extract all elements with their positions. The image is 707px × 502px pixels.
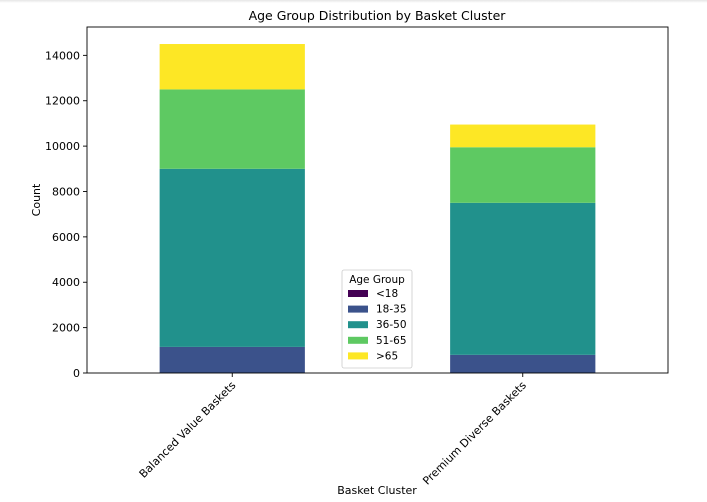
y-tick-label: 14000 [45,49,80,62]
bar-segment [159,346,305,373]
legend-label: 51-65 [376,335,407,347]
x-axis-label: Basket Cluster [337,484,417,497]
y-tick-label: 2000 [52,322,80,335]
x-axis: Balanced Value Baskets Premium Diverse Ba… [137,373,529,488]
y-tick-label: 6000 [52,231,80,244]
legend-title: Age Group [349,274,405,286]
bars-group [159,44,596,373]
y-tick-label: 12000 [45,95,80,108]
x-tick-label: Balanced Value Baskets [137,379,239,481]
y-tick-label: 8000 [52,185,80,198]
bar-segment [450,202,596,355]
plot-frame [86,26,669,374]
bar-segment [450,147,596,203]
bar-segment [159,168,305,347]
y-tick-label: 0 [73,367,80,380]
legend-swatch [348,352,368,360]
bar-segment [450,354,596,373]
legend-label: 18-35 [376,304,407,316]
window-top-edge [0,0,707,3]
legend-label: >65 [376,350,398,362]
legend-swatch [348,336,368,344]
y-axis-label: Count [30,183,43,216]
bar-segment [159,44,305,90]
bar-segment [450,124,596,148]
chart-title: Age Group Distribution by Basket Cluster [249,8,507,23]
legend: Age Group <18 18-35 36-50 51-65 >65 [341,269,413,369]
y-tick-label: 4000 [52,276,80,289]
legend-swatch [348,321,368,329]
x-tick-label: Premium Diverse Baskets [420,379,529,488]
legend-swatch [348,290,368,297]
y-tick-label: 10000 [45,140,80,153]
y-axis: 0 2000 4000 6000 8000 10000 12000 14000 [45,49,87,380]
bar-segment [159,89,305,169]
legend-label: 36-50 [376,319,407,331]
legend-swatch [348,305,368,313]
legend-label: <18 [376,288,398,300]
